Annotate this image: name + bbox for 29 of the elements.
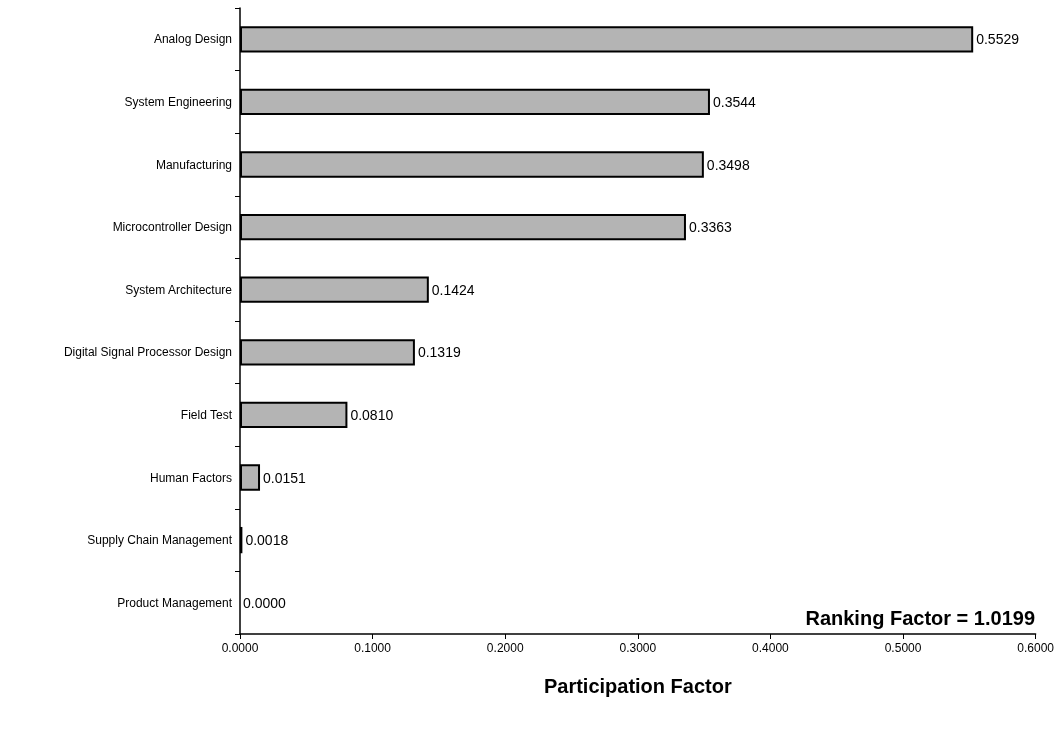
data-label: 0.0810 <box>350 406 394 423</box>
y-tick-label: Product Management <box>117 595 233 610</box>
data-label: 0.3544 <box>712 93 756 110</box>
y-tick-label: System Engineering <box>124 94 232 109</box>
x-tick-label: 0.0000 <box>221 641 259 655</box>
y-tick-label: Field Test <box>180 407 233 422</box>
x-tick-label: 0.2000 <box>486 641 524 655</box>
y-tick-label: Supply Chain Management <box>87 533 233 548</box>
data-label: 0.1319 <box>417 344 461 361</box>
data-label: 0.1424 <box>431 281 475 298</box>
data-label: 0.3363 <box>688 219 732 236</box>
data-label: 0.0000 <box>243 594 287 611</box>
y-tick-label: Human Factors <box>149 470 232 485</box>
y-tick-label: Analog Design <box>153 32 232 47</box>
y-tick-label: Digital Signal Processor Design <box>63 345 232 360</box>
x-tick-label: 0.6000 <box>1017 641 1055 655</box>
y-tick-label: System Architecture <box>125 282 233 297</box>
data-label: 0.0018 <box>245 532 289 549</box>
x-tick-label: 0.4000 <box>752 641 790 655</box>
data-label: 0.0151 <box>263 469 307 486</box>
y-tick-label: Microcontroller Design <box>112 220 232 235</box>
x-tick-label: 0.1000 <box>354 641 392 655</box>
x-axis-title: Participation Factor <box>543 675 732 697</box>
x-tick-label: 0.5000 <box>884 641 922 655</box>
annotation: Ranking Factor = 1.0199 <box>805 607 1036 629</box>
data-label: 0.3498 <box>706 156 750 173</box>
x-tick-label: 0.3000 <box>619 641 657 655</box>
data-label: 0.5529 <box>976 31 1020 48</box>
y-tick-label: Manufacturing <box>155 157 232 172</box>
